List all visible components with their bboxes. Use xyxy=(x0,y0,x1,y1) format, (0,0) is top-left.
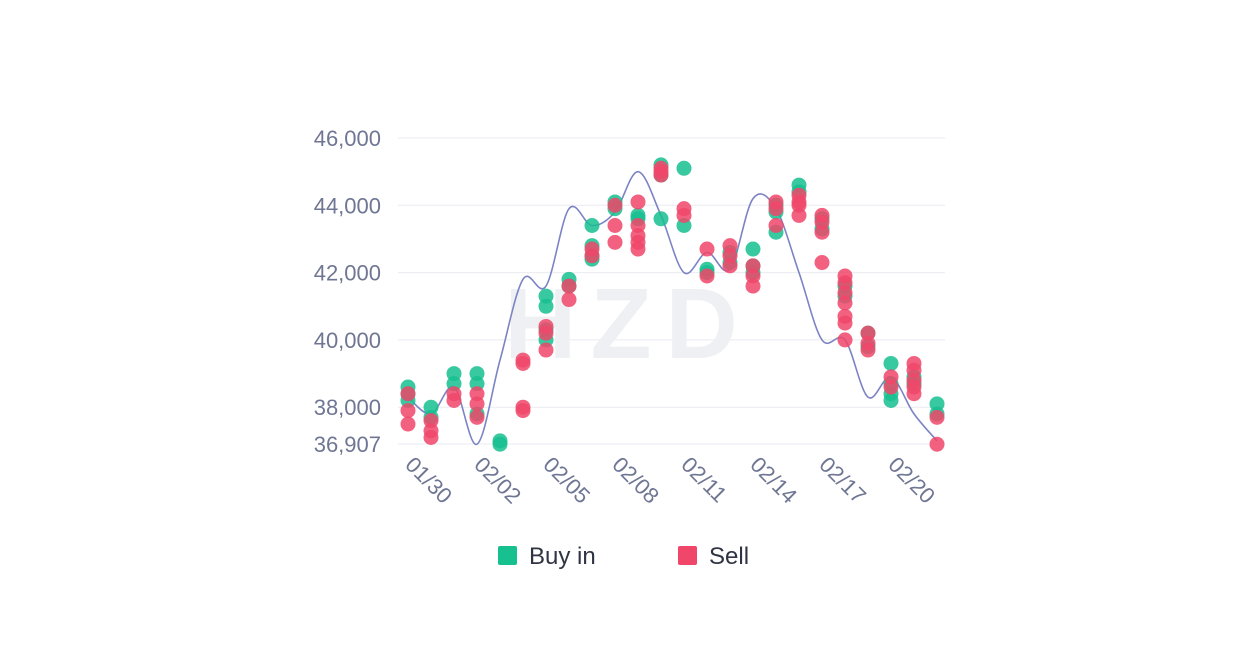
y-tick-label: 38,000 xyxy=(314,395,381,420)
buy-in-point xyxy=(584,217,600,233)
sell-point xyxy=(538,342,554,358)
sell-point xyxy=(814,255,830,271)
buy-in-point xyxy=(676,160,692,176)
buy-in-point xyxy=(538,298,554,314)
sell-point xyxy=(722,258,738,274)
sell-point xyxy=(814,224,830,240)
buy-in-point xyxy=(883,392,899,408)
legend-swatch-buy-in xyxy=(498,546,517,565)
legend-label-buy-in: Buy in xyxy=(529,543,596,570)
sell-point xyxy=(469,409,485,425)
sell-point xyxy=(607,197,623,213)
sell-point xyxy=(400,403,416,419)
points-layer xyxy=(400,157,945,452)
buy-in-point xyxy=(745,241,761,257)
sell-point xyxy=(515,403,531,419)
sell-point xyxy=(883,379,899,395)
sell-point xyxy=(423,430,439,446)
sell-point xyxy=(607,234,623,250)
sell-point xyxy=(653,167,669,183)
x-tick-label: 02/11 xyxy=(676,452,731,507)
sell-point xyxy=(837,295,853,311)
y-tick-label: 42,000 xyxy=(314,261,381,286)
buy-in-point xyxy=(653,211,669,227)
sell-point xyxy=(446,392,462,408)
sell-point xyxy=(630,241,646,257)
sell-point xyxy=(837,332,853,348)
x-tick-label: 02/02 xyxy=(469,452,526,509)
buy-in-point xyxy=(492,433,508,449)
sell-point xyxy=(607,217,623,233)
x-tick-label: 02/20 xyxy=(883,452,940,509)
x-tick-label: 02/08 xyxy=(607,452,664,509)
sell-point xyxy=(768,217,784,233)
sell-point xyxy=(561,292,577,308)
sell-point xyxy=(768,201,784,217)
sell-point xyxy=(630,194,646,210)
x-tick-label: 01/30 xyxy=(400,452,457,509)
sell-point xyxy=(929,436,945,452)
y-tick-label: 40,000 xyxy=(314,328,381,353)
x-axis: 01/30 02/02 02/05 02/08 02/11 02/14 02/17 02/20 xyxy=(400,452,940,509)
sell-point xyxy=(860,342,876,358)
x-tick-label: 02/17 xyxy=(814,452,871,509)
sell-point xyxy=(699,241,715,257)
sell-point xyxy=(906,386,922,402)
sell-point xyxy=(400,416,416,432)
sell-point xyxy=(860,325,876,341)
sell-point xyxy=(469,396,485,412)
sell-point xyxy=(584,248,600,264)
legend-label-sell: Sell xyxy=(709,543,749,570)
sell-point xyxy=(745,278,761,294)
sell-point xyxy=(538,325,554,341)
sell-point xyxy=(929,409,945,425)
buy-in-point xyxy=(883,355,899,371)
x-tick-label: 02/05 xyxy=(538,452,595,509)
y-axis: 46,000 44,000 42,000 40,000 38,000 36,907 xyxy=(314,126,381,457)
y-tick-label: 44,000 xyxy=(314,193,381,218)
legend: Buy in Sell xyxy=(498,543,749,570)
sell-point xyxy=(699,268,715,284)
sell-point xyxy=(791,207,807,223)
sell-point xyxy=(676,207,692,223)
y-tick-label: 46,000 xyxy=(314,126,381,151)
legend-swatch-sell xyxy=(678,546,697,565)
sell-point xyxy=(515,355,531,371)
sell-point xyxy=(400,386,416,402)
sell-point xyxy=(837,315,853,331)
sell-point xyxy=(561,278,577,294)
y-tick-label: 36,907 xyxy=(314,432,381,457)
x-tick-label: 02/14 xyxy=(745,452,802,509)
